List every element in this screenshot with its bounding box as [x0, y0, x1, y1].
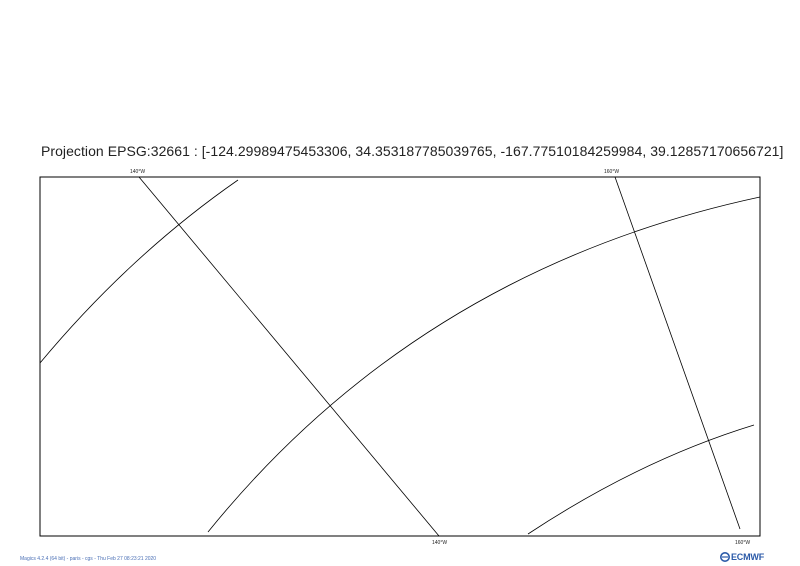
- map-border: [39, 176, 761, 537]
- ecmwf-logo-icon: [720, 552, 730, 562]
- ecmwf-logo: ECMWF: [720, 552, 764, 562]
- map-title: Projection EPSG:32661 : [-124.2998947545…: [41, 143, 784, 159]
- tick-label-bottom-160w: 160°W: [735, 540, 751, 546]
- tick-label-top-140w: 140°W: [130, 169, 146, 175]
- meridian-140w: [138, 176, 440, 537]
- footer-text: Magics 4.2.4 (64 bit) - paris - cgs - Th…: [20, 556, 157, 562]
- parallel-arc-bottom-right: [527, 424, 755, 535]
- tick-label-bottom-140w: 140°W: [432, 540, 448, 546]
- parallel-arc-middle: [207, 196, 761, 533]
- tick-label-top-160w: 160°W: [604, 169, 620, 175]
- parallel-arc-top-left: [39, 179, 239, 364]
- meridian-160w: [614, 176, 741, 530]
- ecmwf-logo-text: ECMWF: [731, 552, 764, 562]
